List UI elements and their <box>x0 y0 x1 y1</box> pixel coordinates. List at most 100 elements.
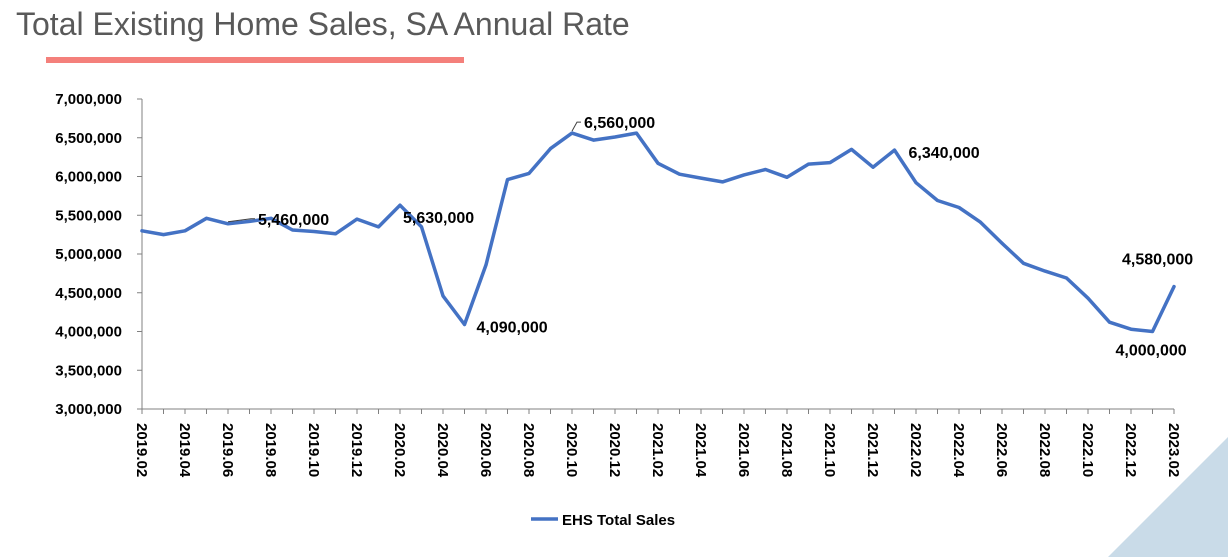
data-point <box>1043 269 1047 273</box>
y-tick-label: 5,000,000 <box>55 246 122 263</box>
x-tick-label: 2021.10 <box>821 423 838 477</box>
data-point <box>678 172 681 176</box>
y-tick-label: 6,500,000 <box>55 130 122 147</box>
data-point <box>1129 327 1133 331</box>
y-tick-label: 5,500,000 <box>55 207 122 224</box>
x-tick-label: 2021.04 <box>692 423 709 478</box>
data-point <box>699 176 703 180</box>
title-underline <box>46 57 464 63</box>
data-point <box>140 229 144 233</box>
data-label: 6,560,000 <box>584 115 655 132</box>
x-tick-label: 2021.02 <box>649 423 666 477</box>
data-label: 6,340,000 <box>909 145 980 162</box>
x-tick-label: 2022.02 <box>907 423 924 477</box>
x-tick-label: 2021.06 <box>735 423 752 477</box>
data-point <box>205 216 208 220</box>
data-point <box>420 225 423 229</box>
y-axis: 3,000,000 3,500,000 4,000,000 4,500,000 5,00… <box>55 91 143 418</box>
data-point <box>570 131 574 135</box>
data-point <box>871 165 875 169</box>
x-tick-label: 2019.06 <box>219 423 236 477</box>
x-tick-label: 2022.10 <box>1079 423 1096 477</box>
data-point <box>893 148 896 152</box>
legend-label: EHS Total Sales <box>562 512 675 529</box>
y-tick-label: 6,000,000 <box>55 169 122 186</box>
data-label: 5,630,000 <box>403 210 474 227</box>
data-point <box>484 263 488 267</box>
x-tick-label: 2022.04 <box>950 423 967 478</box>
data-label-leader <box>571 121 581 132</box>
data-point <box>1108 320 1111 324</box>
legend: EHS Total Sales <box>531 512 675 529</box>
data-point <box>850 147 853 151</box>
corner-accent <box>1108 437 1228 557</box>
data-point <box>291 228 294 232</box>
data-point <box>441 294 445 298</box>
data-point <box>936 199 939 203</box>
data-point <box>914 181 918 185</box>
x-tick-label: 2019.02 <box>133 423 150 477</box>
x-tick-label: 2020.12 <box>606 423 623 477</box>
data-point <box>1086 296 1090 300</box>
data-point <box>1172 285 1176 289</box>
data-point <box>656 161 660 165</box>
x-axis: 2019.02 2019.04 2019.06 2019.08 2019.10 2019.… <box>133 408 1182 478</box>
series-group <box>140 131 1176 334</box>
data-point <box>613 135 617 139</box>
data-point <box>1022 261 1025 265</box>
x-tick-label: 2021.08 <box>778 423 795 477</box>
data-point <box>377 225 380 229</box>
data-point <box>785 175 789 179</box>
data-point <box>312 230 316 234</box>
x-tick-label: 2019.10 <box>305 423 322 477</box>
data-label: 4,000,000 <box>1116 343 1187 360</box>
x-tick-label: 2019.12 <box>348 423 365 477</box>
data-label-leader <box>227 218 255 223</box>
data-point <box>334 232 337 236</box>
data-point <box>269 216 273 220</box>
y-tick-label: 4,000,000 <box>55 324 122 341</box>
data-point <box>506 178 509 182</box>
data-point <box>1065 276 1068 280</box>
x-tick-label: 2020.10 <box>563 423 580 477</box>
x-tick-label: 2019.08 <box>262 423 279 477</box>
x-tick-label: 2021.12 <box>864 423 881 477</box>
data-point <box>592 138 595 142</box>
data-point <box>1000 241 1004 245</box>
data-point <box>226 222 230 226</box>
y-tick-label: 3,000,000 <box>55 401 122 418</box>
data-point <box>828 161 832 165</box>
x-tick-label: 2023.02 <box>1165 423 1182 477</box>
data-point <box>248 219 251 223</box>
data-point <box>183 229 187 233</box>
data-label: 4,090,000 <box>477 320 548 337</box>
x-tick-label: 2019.04 <box>176 423 193 478</box>
x-tick-label: 2020.08 <box>520 423 537 477</box>
data-point <box>979 220 982 224</box>
data-point <box>549 147 552 151</box>
x-tick-label: 2020.06 <box>477 423 494 477</box>
data-point <box>742 173 746 177</box>
x-tick-label: 2022.08 <box>1036 423 1053 477</box>
x-tick-label: 2022.12 <box>1122 423 1139 477</box>
x-tick-label: 2020.04 <box>434 423 451 478</box>
x-tick-label: 2020.02 <box>391 423 408 477</box>
data-point <box>527 171 531 175</box>
data-point <box>463 323 466 327</box>
y-tick-label: 7,000,000 <box>55 91 122 108</box>
y-tick-label: 3,500,000 <box>55 362 122 379</box>
data-point <box>162 233 165 237</box>
data-point <box>957 206 961 209</box>
data-label: 5,460,000 <box>258 212 329 229</box>
data-point <box>1151 330 1154 333</box>
data-labels: 5,460,000 5,630,000 4,090,000 6,560,000 6,34… <box>227 115 1193 360</box>
y-tick-label: 4,500,000 <box>55 285 122 302</box>
page-title: Total Existing Home Sales, SA Annual Rat… <box>16 6 630 42</box>
data-point <box>355 217 359 221</box>
data-point <box>807 162 810 166</box>
x-tick-label: 2022.06 <box>993 423 1010 477</box>
data-point <box>635 131 638 135</box>
data-point <box>764 168 767 172</box>
data-label: 4,580,000 <box>1122 252 1193 269</box>
